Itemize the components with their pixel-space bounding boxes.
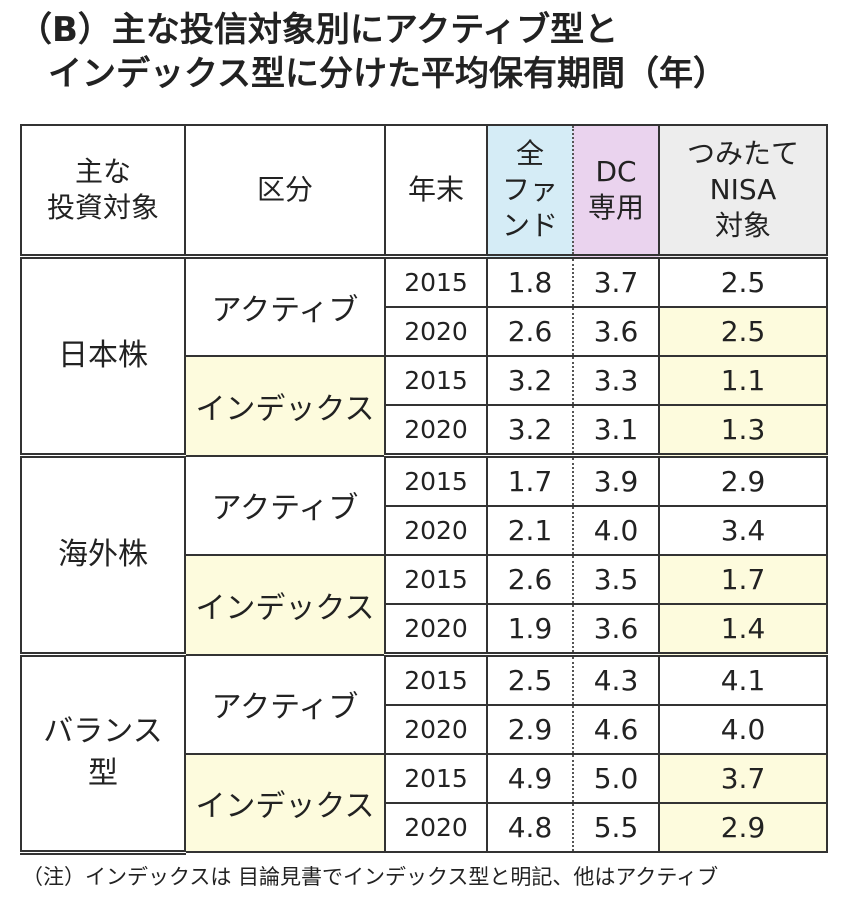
tsumitate-value: 2.5: [658, 255, 828, 308]
kubun-active: アクティブ: [184, 454, 386, 556]
all-funds-value: 4.8: [486, 802, 574, 853]
table-row: インデックス 2015 4.9 5.0 3.7: [21, 753, 828, 853]
table-row: バランス 型 アクティブ 2015 2.5 4.3 4.1: [20, 653, 828, 855]
all-funds-value: 2.6: [486, 306, 574, 357]
dc-value: 4.3: [572, 653, 660, 706]
group-label: 日本株: [20, 255, 186, 458]
dc-value: 3.5: [572, 554, 660, 605]
group-label: 海外株: [20, 454, 186, 657]
tsumitate-value: 3.4: [658, 505, 828, 556]
dc-value: 4.6: [572, 704, 660, 755]
tsumitate-value: 1.3: [658, 404, 828, 458]
year-cell: 2020: [384, 603, 488, 657]
footnote: （注）インデックスは 目論見書でインデックス型と明記、他はアクティブ: [22, 865, 719, 889]
header-row: 主な 投資対象 区分 年末 全 ファ ンド DC 専用 つみたて NISA 対象: [20, 124, 828, 259]
all-funds-value: 3.2: [486, 404, 574, 458]
title-line-2: インデックス型に分けた平均保有期間（年）: [48, 54, 727, 94]
kubun-index: インデックス: [184, 355, 386, 457]
year-cell: 2020: [384, 802, 488, 853]
dc-value: 3.1: [572, 404, 660, 458]
tsumitate-value: 2.9: [658, 454, 828, 507]
table-row: 2020 2.9 4.6 4.0: [21, 704, 828, 755]
kubun-index: インデックス: [184, 554, 386, 656]
all-funds-value: 1.7: [486, 454, 574, 507]
dc-value: 3.3: [572, 355, 660, 406]
year-cell: 2015: [384, 653, 488, 706]
table-row: 日本株 アクティブ 2015 1.8 3.7 2.5: [20, 255, 828, 458]
year-cell: 2015: [384, 753, 488, 804]
tsumitate-value: 1.1: [658, 355, 828, 406]
year-cell: 2020: [384, 704, 488, 755]
dc-value: 3.6: [572, 306, 660, 357]
year-cell: 2015: [384, 255, 488, 308]
year-cell: 2015: [384, 554, 488, 605]
all-funds-value: 2.1: [486, 505, 574, 556]
group-japan-stock: 日本株 アクティブ 2015 1.8 3.7 2.5 2020 2.6 3.6 …: [20, 255, 828, 458]
tsumitate-value: 2.5: [658, 306, 828, 357]
title-line-1: （B）主な投信対象別にアクティブ型と: [18, 10, 619, 50]
group-foreign-stock: 海外株 アクティブ 2015 1.7 3.9 2.9 2020 2.1 4.0 …: [20, 454, 828, 657]
table-row: 2020 2.1 4.0 3.4: [21, 505, 828, 556]
table-row: インデックス 2015 2.6 3.5 1.7: [21, 554, 828, 656]
all-funds-value: 2.9: [486, 704, 574, 755]
header-year: 年末: [384, 124, 488, 259]
header-all-funds: 全 ファ ンド: [486, 124, 574, 259]
all-funds-value: 2.5: [486, 653, 574, 706]
dc-value: 3.6: [572, 603, 660, 657]
group-balanced: バランス 型 アクティブ 2015 2.5 4.3 4.1 2020 2.9 4…: [20, 653, 828, 855]
table-row: 2020 2.6 3.6 2.5: [21, 306, 828, 357]
all-funds-value: 1.9: [486, 603, 574, 657]
dc-value: 5.5: [572, 802, 660, 853]
dc-value: 4.0: [572, 505, 660, 556]
table-row: 2020 4.8 5.5 2.9: [21, 802, 828, 853]
tsumitate-value: 3.7: [658, 753, 828, 804]
year-cell: 2015: [384, 454, 488, 507]
tsumitate-value: 4.1: [658, 653, 828, 706]
header-kubun: 区分: [184, 124, 386, 259]
table-row: 2020 3.2 3.1 1.3: [21, 404, 828, 458]
header-tsumitate-nisa: つみたて NISA 対象: [658, 124, 828, 259]
year-cell: 2015: [384, 355, 488, 406]
kubun-index: インデックス: [184, 753, 386, 853]
all-funds-value: 1.8: [486, 255, 574, 308]
table-row: 海外株 アクティブ 2015 1.7 3.9 2.9: [20, 454, 828, 657]
dc-value: 3.9: [572, 454, 660, 507]
all-funds-value: 4.9: [486, 753, 574, 804]
header-dc: DC 専用: [572, 124, 660, 259]
dc-value: 5.0: [572, 753, 660, 804]
kubun-active: アクティブ: [184, 255, 386, 357]
dc-value: 3.7: [572, 255, 660, 308]
page-title: （B）主な投信対象別にアクティブ型と インデックス型に分けた平均保有期間（年）: [18, 8, 828, 96]
tsumitate-value: 4.0: [658, 704, 828, 755]
all-funds-value: 3.2: [486, 355, 574, 406]
table-row: インデックス 2015 3.2 3.3 1.1: [21, 355, 828, 457]
tsumitate-value: 2.9: [658, 802, 828, 853]
tsumitate-value: 1.4: [658, 603, 828, 657]
table-row: 2020 1.9 3.6 1.4: [21, 603, 828, 657]
year-cell: 2020: [384, 306, 488, 357]
all-funds-value: 2.6: [486, 554, 574, 605]
kubun-active: アクティブ: [184, 653, 386, 755]
year-cell: 2020: [384, 404, 488, 458]
header-target: 主な 投資対象: [20, 124, 186, 259]
holding-period-table: 主な 投資対象 区分 年末 全 ファ ンド DC 専用 つみたて NISA 対象: [20, 124, 828, 855]
tsumitate-value: 1.7: [658, 554, 828, 605]
year-cell: 2020: [384, 505, 488, 556]
group-label: バランス 型: [20, 653, 186, 855]
